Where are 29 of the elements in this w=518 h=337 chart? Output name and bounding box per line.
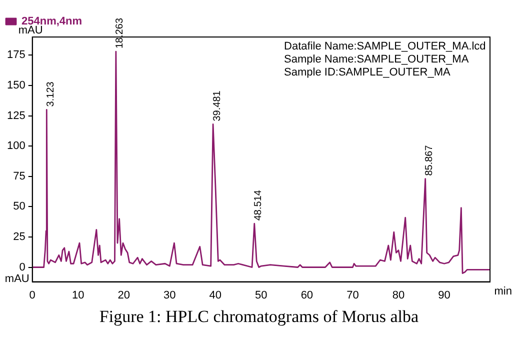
x-axis-title: min xyxy=(494,285,512,298)
x-tick-label: 10 xyxy=(72,289,84,302)
text: mAU xyxy=(4,272,30,285)
x-tick-label: 60 xyxy=(300,289,314,302)
y-tick-label: 150 xyxy=(6,80,26,92)
y-tick-label: 0 xyxy=(19,261,26,274)
annotation: 39.481 xyxy=(212,90,223,122)
annotation: 48.514 xyxy=(253,190,264,221)
y-tick-label: 25 xyxy=(13,230,26,243)
annotation: 18.263 xyxy=(114,18,126,49)
annotation: 85.867 xyxy=(424,144,436,176)
x-tick-label: 50 xyxy=(255,289,268,302)
x-tick-label: 90 xyxy=(438,289,450,302)
y-tick-label: 50 xyxy=(13,200,26,213)
y-tick-label: 125 xyxy=(6,110,26,122)
annotation: 3.123 xyxy=(45,81,56,107)
x-tick-label: 70 xyxy=(346,289,359,302)
y-tick-label: 100 xyxy=(6,140,26,152)
x-tick-label: 20 xyxy=(118,289,130,302)
x-tick-label: 30 xyxy=(164,289,176,302)
annotation: Datafile Name:SAMPLE_OUTER_MA.lcd xyxy=(284,40,486,53)
y-tick-label: 175 xyxy=(6,49,26,62)
x-tick-label: 80 xyxy=(392,289,405,302)
annotation: Sample ID:SAMPLE_OUTER_MA xyxy=(284,66,451,79)
x-tick-label: 40 xyxy=(209,289,222,302)
y-tick-label: 75 xyxy=(13,170,26,182)
x-tick-label: 0 xyxy=(29,289,36,302)
text: Figure 1: HPLC chromatograms of Morus alba xyxy=(98,307,420,327)
annotation: Sample Name:SAMPLE_OUTER_MA xyxy=(284,54,470,66)
